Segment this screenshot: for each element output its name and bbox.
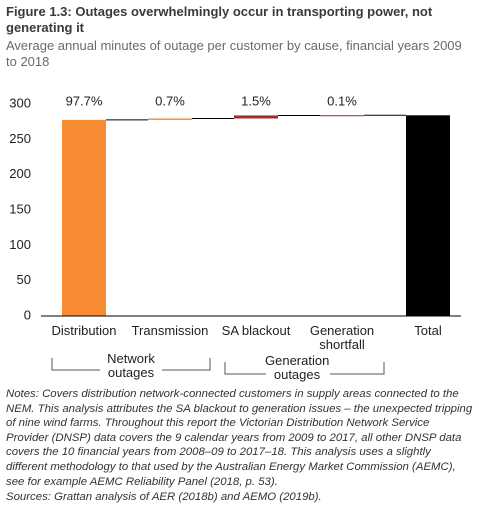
bracket <box>330 362 385 375</box>
value-label: 0.1% <box>327 93 357 108</box>
sources: Sources: Grattan analysis of AER (2018b)… <box>6 491 322 503</box>
x-tick-label: Transmission <box>131 323 209 338</box>
bar <box>406 115 450 316</box>
bar <box>148 118 192 120</box>
y-tick-label: 0 <box>24 307 31 322</box>
y-tick-label: 150 <box>9 201 31 216</box>
bracket <box>224 362 266 375</box>
x-tick-label: Distribution <box>51 323 117 338</box>
value-label: 0.7% <box>155 93 185 108</box>
value-label: 1.5% <box>241 93 271 108</box>
y-tick-label: 200 <box>9 166 31 181</box>
y-tick-label: 50 <box>17 272 31 287</box>
group-label: Generation outages <box>265 353 330 382</box>
chart-subtitle: Average annual minutes of outage per cus… <box>6 38 462 69</box>
group-label: Network outages <box>107 351 155 380</box>
bar <box>62 119 106 317</box>
y-tick-label: 100 <box>9 237 31 252</box>
value-label: 97.7% <box>66 93 103 108</box>
y-tick-label: 250 <box>9 131 31 146</box>
bar <box>234 115 278 119</box>
group-brackets <box>51 358 385 375</box>
x-tick-label: Generation shortfall <box>309 323 375 352</box>
bracket <box>51 358 100 371</box>
x-tick-label: SA blackout <box>221 323 291 338</box>
notes: Notes: Covers distribution network-conne… <box>6 388 473 488</box>
x-tick-label: Total <box>414 323 442 338</box>
bar <box>320 115 364 117</box>
chart-title: Figure 1.3: Outages overwhelmingly occur… <box>6 4 433 35</box>
y-tick-label: 300 <box>9 95 31 110</box>
bracket <box>162 358 211 371</box>
